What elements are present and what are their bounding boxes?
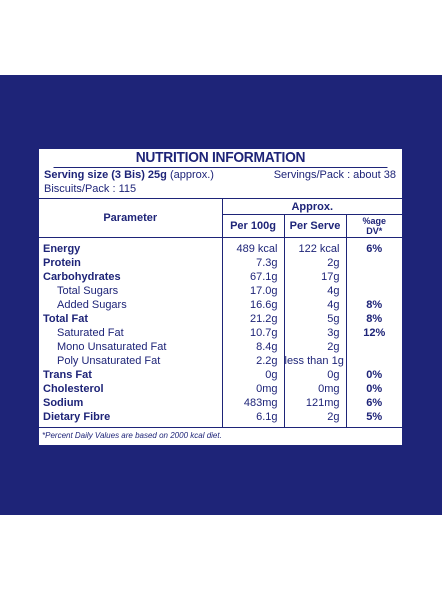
table-row: Total Sugars 17.0g 4g (39, 284, 403, 298)
value-per-serve: 4g (283, 298, 346, 312)
table-row: Total Fat 21.2g 5g 8% (39, 312, 403, 326)
value-daily-percent (345, 284, 403, 298)
value-per-100g: 10.7g (221, 326, 284, 340)
servings-per-pack: Servings/Pack : about 38 (273, 169, 396, 181)
table-row: Energy 489 kcal 122 kcal 6% (39, 237, 403, 256)
table-row: Poly Unsaturated Fat 2.2g less than 1g (39, 354, 403, 368)
nutrient-name: Total Fat (43, 313, 89, 325)
value-per-100g: 21.2g (221, 312, 284, 326)
serving-info: Serving size (3 Bis) 25g (approx.) Servi… (39, 168, 402, 199)
value-daily-percent: 6% (345, 237, 403, 256)
value-daily-percent: 8% (345, 298, 403, 312)
value-daily-percent (345, 270, 403, 284)
value-daily-percent (345, 354, 403, 368)
serving-size: Serving size (3 Bis) 25g (approx.) (44, 169, 214, 181)
value-per-serve: 2g (283, 410, 346, 427)
value-daily-percent (345, 340, 403, 354)
table-row: Added Sugars 16.6g 4g 8% (39, 298, 403, 312)
header-dv-line2: DV* (366, 226, 383, 236)
value-per-serve: 17g (283, 270, 346, 284)
value-daily-percent: 0% (345, 382, 403, 396)
value-per-serve: 121mg (283, 396, 346, 410)
value-per-serve: 4g (283, 284, 346, 298)
serving-size-label: Serving size (3 Bis) 25g (44, 169, 167, 181)
nutrient-name: Poly Unsaturated Fat (57, 355, 161, 367)
nutrient-name: Protein (43, 257, 81, 269)
nutrition-table: Parameter Approx. Per 100g Per Serve %ag… (39, 199, 403, 427)
nutrient-name: Trans Fat (43, 369, 92, 381)
value-per-100g: 7.3g (221, 256, 284, 270)
biscuits-per-pack: Biscuits/Pack : 115 (44, 183, 137, 195)
table-row: Carbohydrates 67.1g 17g (39, 270, 403, 284)
serving-size-note: (approx.) (169, 169, 214, 181)
value-per-100g: 16.6g (221, 298, 284, 312)
nutrient-name: Dietary Fibre (43, 411, 111, 423)
label-title: NUTRITION INFORMATION (53, 149, 388, 168)
value-per-100g: 489 kcal (221, 237, 284, 256)
table-row: Dietary Fibre 6.1g 2g 5% (39, 410, 403, 427)
value-per-serve: 2g (283, 340, 346, 354)
table-row: Mono Unsaturated Fat 8.4g 2g (39, 340, 403, 354)
value-per-100g: 0g (221, 368, 284, 382)
value-per-100g: 8.4g (221, 340, 284, 354)
value-per-100g: 67.1g (221, 270, 284, 284)
header-dv-line1: %age (362, 216, 387, 226)
table-row: Trans Fat 0g 0g 0% (39, 368, 403, 382)
value-per-serve: 2g (283, 256, 346, 270)
nutrition-label: NUTRITION INFORMATION Serving size (3 Bi… (38, 148, 403, 446)
table-row: Sodium 483mg 121mg 6% (39, 396, 403, 410)
value-daily-percent: 6% (345, 396, 403, 410)
nutrient-name: Total Sugars (57, 285, 119, 297)
value-daily-percent: 8% (345, 312, 403, 326)
nutrient-name: Mono Unsaturated Fat (57, 341, 167, 353)
value-per-serve: 3g (283, 326, 346, 340)
value-daily-percent (345, 256, 403, 270)
table-row: Protein 7.3g 2g (39, 256, 403, 270)
header-per-serve: Per Serve (283, 214, 346, 238)
header-parameter: Parameter (39, 199, 222, 238)
nutrient-name: Energy (43, 243, 81, 255)
header-per-100g: Per 100g (221, 214, 284, 238)
value-daily-percent: 12% (345, 326, 403, 340)
value-per-serve: less than 1g (283, 354, 346, 368)
value-per-100g: 17.0g (221, 284, 284, 298)
nutrition-rows: Energy 489 kcal 122 kcal 6% Protein 7.3g 2g Car… (39, 237, 403, 427)
value-daily-percent: 0% (345, 368, 403, 382)
header-approx: Approx. (221, 199, 403, 215)
header-dv: %age DV* (345, 214, 403, 238)
value-per-serve: 122 kcal (283, 237, 346, 256)
footnote: *Percent Daily Values are based on 2000 … (39, 427, 402, 440)
nutrient-name: Cholesterol (43, 383, 104, 395)
table-row: Saturated Fat 10.7g 3g 12% (39, 326, 403, 340)
value-daily-percent: 5% (345, 410, 403, 427)
nutrient-name: Carbohydrates (43, 271, 121, 283)
table-row: Cholesterol 0mg 0mg 0% (39, 382, 403, 396)
value-per-100g: 483mg (221, 396, 284, 410)
value-per-100g: 0mg (221, 382, 284, 396)
nutrient-name: Added Sugars (57, 299, 127, 311)
value-per-serve: 0g (283, 368, 346, 382)
value-per-100g: 2.2g (221, 354, 284, 368)
value-per-100g: 6.1g (221, 410, 284, 427)
nutrient-name: Sodium (43, 397, 84, 409)
value-per-serve: 0mg (283, 382, 346, 396)
nutrient-name: Saturated Fat (57, 327, 124, 339)
value-per-serve: 5g (283, 312, 346, 326)
